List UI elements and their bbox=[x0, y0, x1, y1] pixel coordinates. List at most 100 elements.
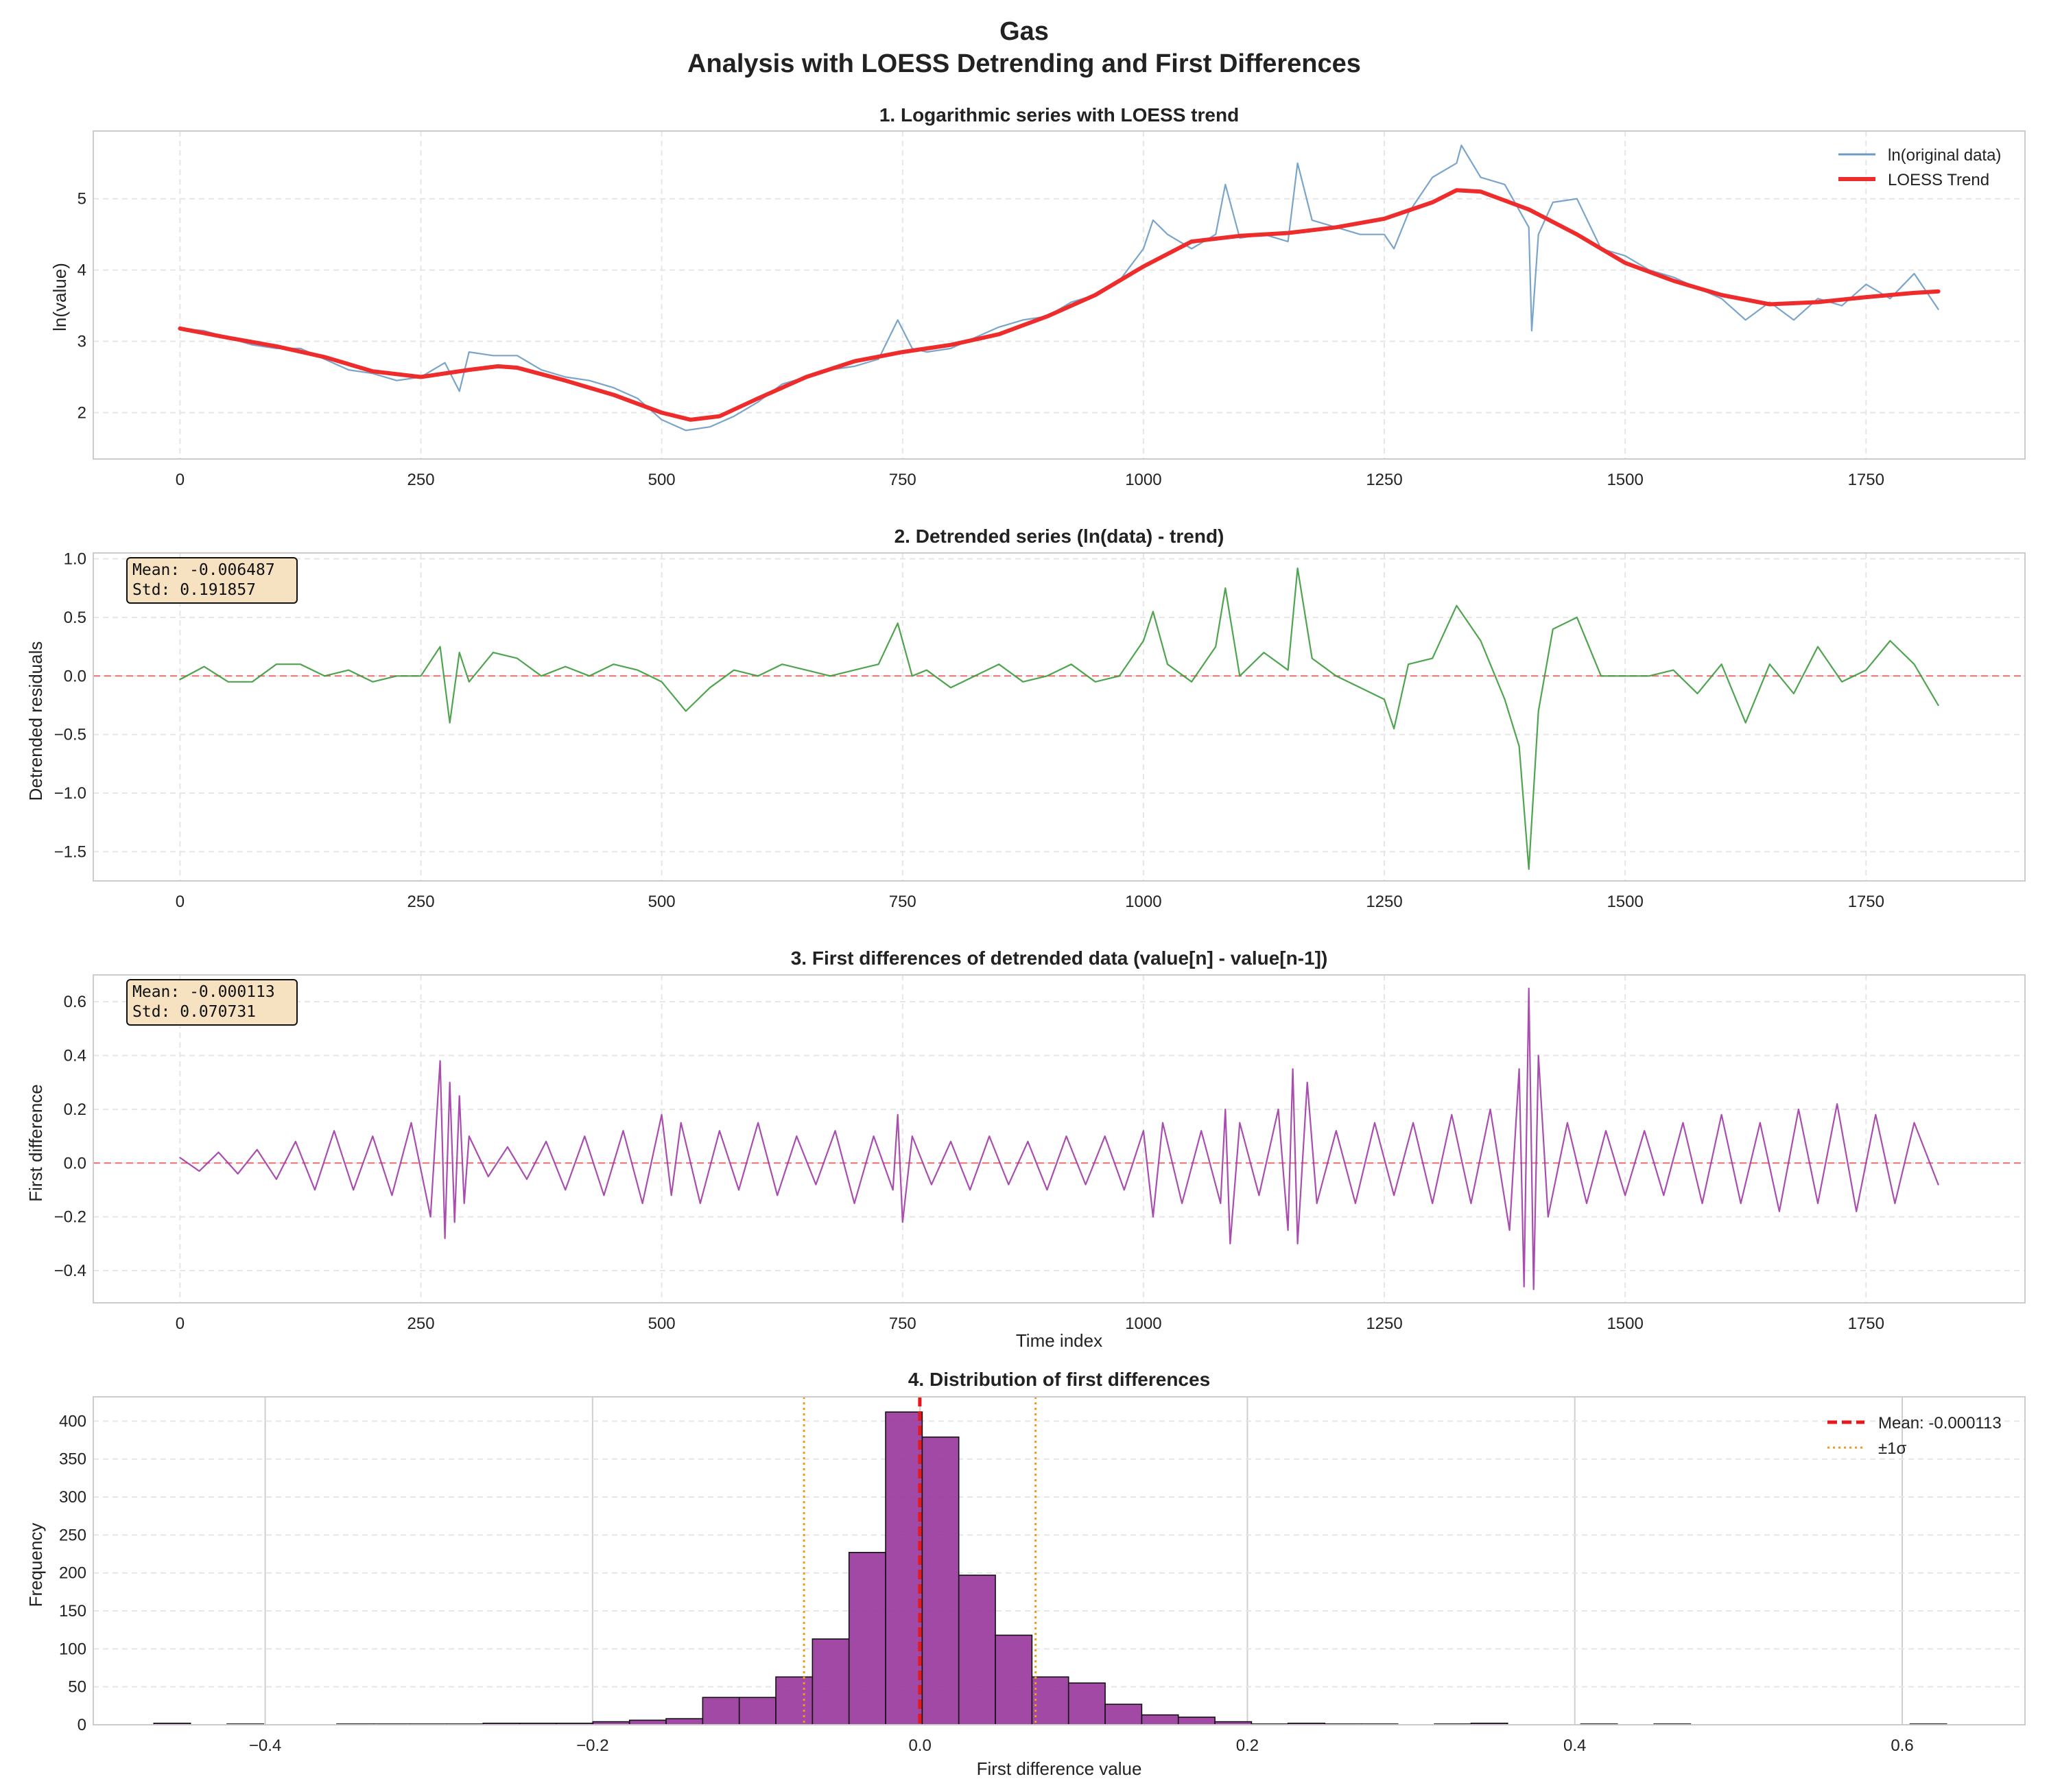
y-tick-label: 4 bbox=[78, 261, 86, 280]
histogram-bar bbox=[885, 1411, 923, 1725]
y-tick-label: 400 bbox=[59, 1412, 86, 1430]
y-tick-label: 0.5 bbox=[64, 609, 86, 627]
y-tick-label: 0.0 bbox=[64, 667, 86, 685]
panel-1-title: 1. Logarithmic series with LOESS trend bbox=[879, 104, 1239, 126]
panel-3-frame bbox=[93, 974, 2026, 1304]
y-tick-label: −0.5 bbox=[54, 726, 86, 744]
histogram-bar bbox=[738, 1697, 777, 1725]
figure-title-line1: Gas bbox=[999, 17, 1049, 46]
y-tick-label: 100 bbox=[59, 1640, 86, 1658]
panel-2-stats-box-bg bbox=[126, 557, 298, 604]
panel-4-title: 4. Distribution of first differences bbox=[908, 1369, 1210, 1390]
series-0-line bbox=[179, 567, 1939, 870]
panel-4-histogram: 4. Distribution of first differences Fre… bbox=[25, 1369, 2026, 1779]
histogram-bar bbox=[1067, 1682, 1106, 1725]
histogram-bar bbox=[995, 1634, 1033, 1725]
y-tick-label: 0.6 bbox=[64, 993, 86, 1011]
panel-3-stats-box-bg bbox=[126, 979, 298, 1026]
histogram-bar bbox=[775, 1676, 814, 1725]
panel-2-stats-box: Mean: -0.006487 Std: 0.191857 bbox=[126, 557, 298, 604]
panel-3-title: 3. First differences of detrended data (… bbox=[791, 947, 1328, 969]
panel-3-xlabel: Time index bbox=[1016, 1330, 1102, 1351]
panel-4-legend: Mean: -0.000113 ±1σ bbox=[1827, 1414, 2002, 1458]
x-tick-label: 500 bbox=[648, 471, 676, 489]
histogram-bar bbox=[702, 1697, 740, 1725]
x-tick-label: 0 bbox=[176, 1314, 185, 1333]
y-tick-label: 0 bbox=[78, 1716, 86, 1734]
y-tick-label: 50 bbox=[68, 1678, 86, 1697]
x-tick-label: −0.4 bbox=[249, 1736, 281, 1755]
x-tick-label: 500 bbox=[648, 893, 676, 911]
y-tick-label: 0.4 bbox=[64, 1047, 86, 1065]
panel-3-series bbox=[179, 987, 1939, 1290]
panel-2-title: 2. Detrended series (ln(data) - trend) bbox=[895, 526, 1224, 547]
panel-3-stats-box: Mean: -0.000113 Std: 0.070731 bbox=[126, 979, 298, 1026]
histogram-bar bbox=[1177, 1717, 1216, 1725]
panel-3-y-ticks: −0.4 −0.2 0.0 0.2 0.4 0.6 bbox=[54, 993, 86, 1280]
panel-1-x-ticks: 0 250 500 750 1000 1250 1500 1750 bbox=[176, 471, 1884, 489]
x-tick-label: 1500 bbox=[1607, 1314, 1643, 1333]
x-tick-label: 750 bbox=[889, 1314, 916, 1333]
panel-2-mean-text: Mean: -0.006487 bbox=[132, 561, 275, 579]
histogram-bar bbox=[848, 1552, 886, 1725]
histogram-bar bbox=[1141, 1714, 1179, 1725]
y-tick-label: 0.2 bbox=[64, 1100, 86, 1119]
y-tick-label: −1.0 bbox=[54, 784, 86, 803]
x-tick-label: 500 bbox=[648, 1314, 676, 1333]
panel-3-first-differences: 3. First differences of detrended data (… bbox=[25, 947, 2026, 1351]
x-tick-label: 250 bbox=[407, 893, 435, 911]
panel-4-x-ticks: −0.4 −0.2 0.0 0.2 0.4 0.6 bbox=[249, 1736, 1914, 1755]
panel-1-frame bbox=[93, 130, 2026, 460]
panel-3-x-ticks: 0 250 500 750 1000 1250 1500 1750 bbox=[176, 1314, 1884, 1333]
panel-1-series bbox=[178, 144, 1941, 432]
panel-2-series bbox=[179, 567, 1939, 870]
panel-1-ylabel: ln(value) bbox=[49, 263, 70, 331]
panel-3-mean-text: Mean: -0.000113 bbox=[132, 983, 275, 1001]
panel-2-frame bbox=[93, 552, 2026, 882]
x-tick-label: 0 bbox=[176, 471, 185, 489]
panel-1-legend: ln(original data) LOESS Trend bbox=[1838, 146, 2001, 189]
x-tick-label: 1250 bbox=[1366, 893, 1402, 911]
panel-2-ylabel: Detrended residuals bbox=[25, 641, 46, 801]
y-tick-label: 3 bbox=[78, 333, 86, 351]
panel-2-x-ticks: 0 250 500 750 1000 1250 1500 1750 bbox=[176, 893, 1884, 911]
x-tick-label: 1500 bbox=[1607, 893, 1643, 911]
y-tick-label: 350 bbox=[59, 1450, 86, 1469]
x-tick-label: 1250 bbox=[1366, 1314, 1402, 1333]
panel-4-y-ticks: 0 50 100 150 200 250 300 350 400 bbox=[59, 1412, 86, 1734]
y-tick-label: −1.5 bbox=[54, 842, 86, 861]
x-tick-label: 750 bbox=[889, 893, 916, 911]
histogram-bar bbox=[1104, 1703, 1143, 1725]
x-tick-label: 1250 bbox=[1366, 471, 1402, 489]
y-tick-label: 150 bbox=[59, 1602, 86, 1620]
histogram-bar bbox=[812, 1638, 850, 1725]
x-tick-label: −0.2 bbox=[576, 1736, 608, 1755]
x-tick-label: 250 bbox=[407, 1314, 435, 1333]
legend-sigma-label: ±1σ bbox=[1878, 1439, 1907, 1458]
panel-1-y-ticks: 2 3 4 5 bbox=[78, 190, 86, 423]
x-tick-label: 1500 bbox=[1607, 471, 1643, 489]
x-tick-label: 0.0 bbox=[908, 1736, 931, 1755]
histogram-bar bbox=[1031, 1676, 1069, 1725]
panel-2-detrended: 2. Detrended series (ln(data) - trend) D… bbox=[25, 526, 2026, 911]
y-tick-label: 300 bbox=[59, 1488, 86, 1507]
x-tick-label: 0.6 bbox=[1891, 1736, 1913, 1755]
legend-trend-label: LOESS Trend bbox=[1888, 171, 1989, 189]
panel-1-log-series: 1. Logarithmic series with LOESS trend l… bbox=[49, 104, 2026, 489]
x-tick-label: 1750 bbox=[1848, 893, 1884, 911]
x-tick-label: 0.4 bbox=[1563, 1736, 1586, 1755]
x-tick-label: 750 bbox=[889, 471, 916, 489]
panel-4-ylabel: Frequency bbox=[25, 1523, 46, 1607]
y-tick-label: −0.4 bbox=[54, 1262, 86, 1280]
panel-2-std-text: Std: 0.191857 bbox=[132, 581, 256, 599]
x-tick-label: 1750 bbox=[1848, 471, 1884, 489]
x-tick-label: 0 bbox=[176, 893, 185, 911]
histogram-bar bbox=[921, 1436, 960, 1725]
x-tick-label: 1000 bbox=[1125, 1314, 1161, 1333]
panel-4-reference-lines bbox=[803, 1397, 1037, 1725]
legend-original-label: ln(original data) bbox=[1888, 146, 2001, 165]
panel-1-grid bbox=[93, 131, 2025, 459]
legend-mean-label: Mean: -0.000113 bbox=[1878, 1414, 2002, 1433]
